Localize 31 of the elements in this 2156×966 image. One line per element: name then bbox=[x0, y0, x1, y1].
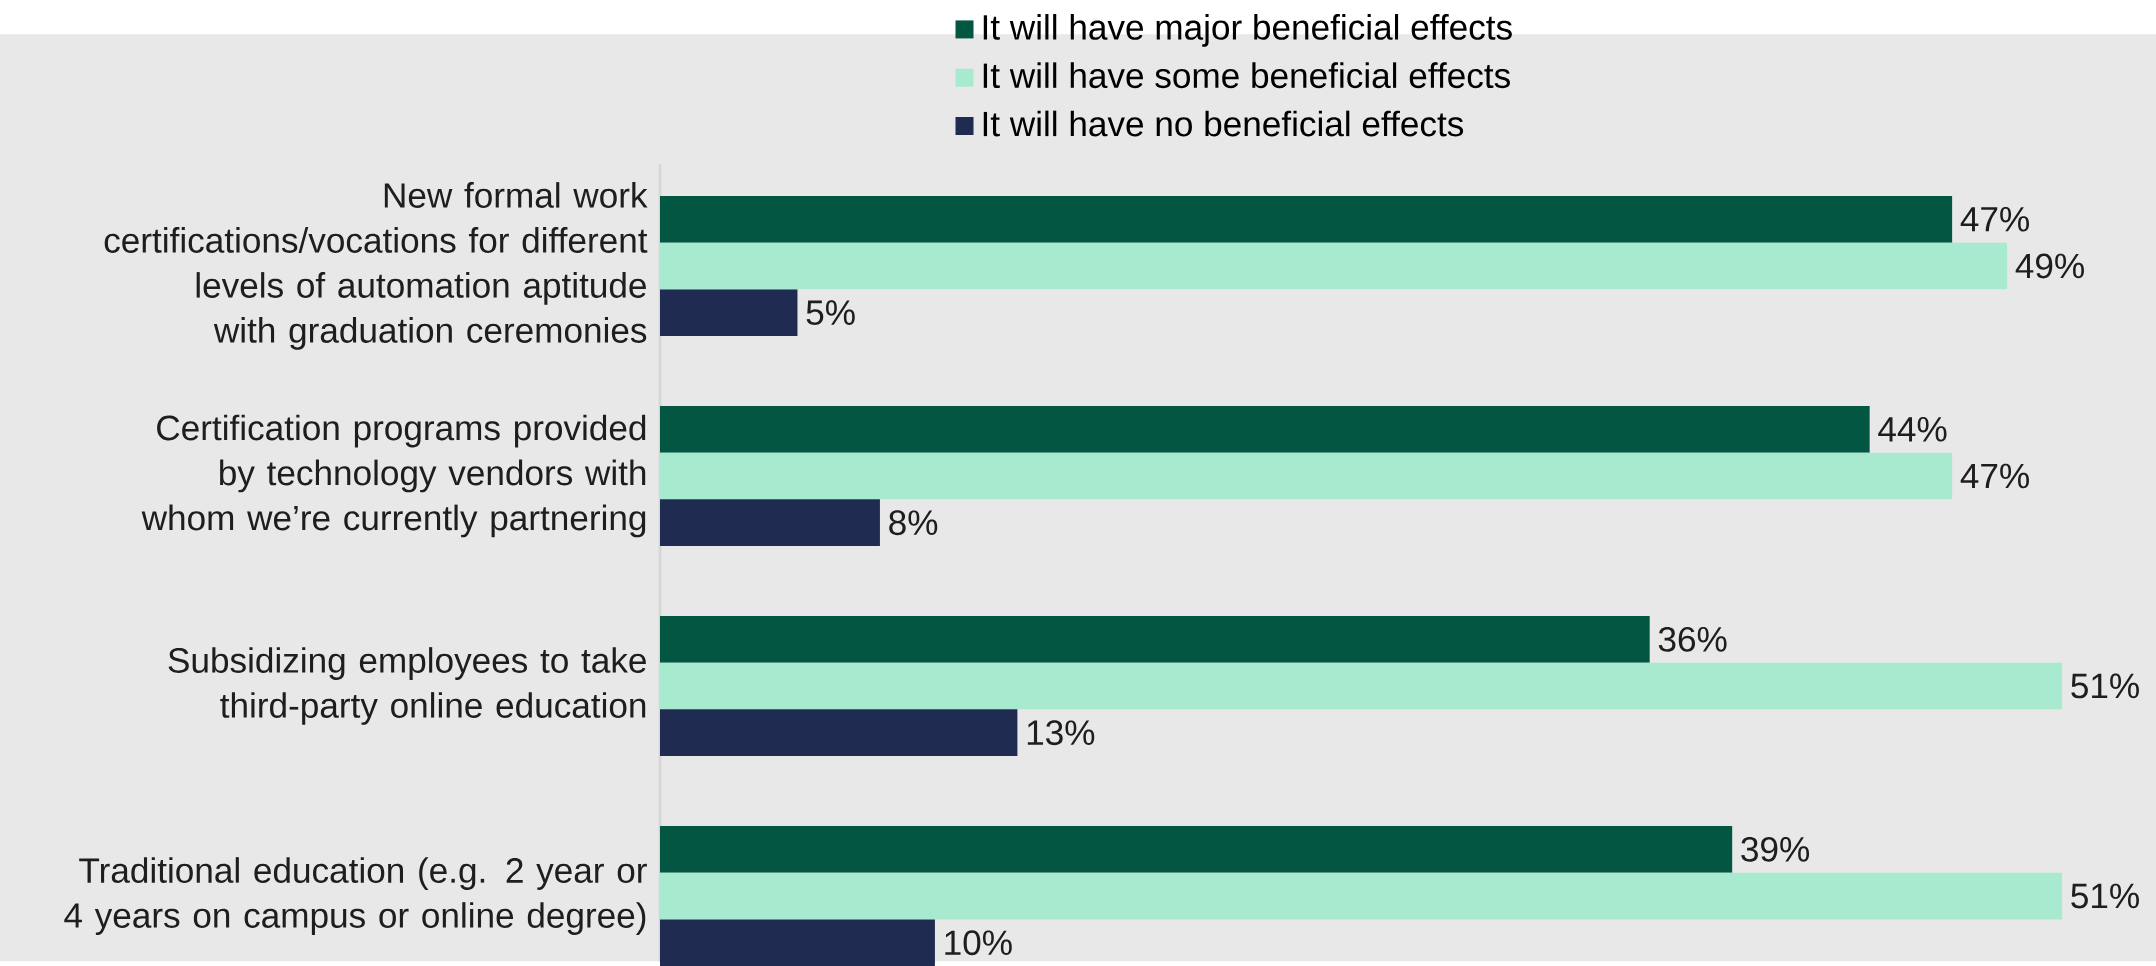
bar bbox=[660, 405, 1870, 453]
data-label: 49% bbox=[2015, 253, 2084, 279]
y-tick-label: New formal work certifications/vocations for different levels of automation aptitude with graduation ceremonies bbox=[104, 182, 648, 350]
bar bbox=[660, 872, 2063, 920]
data-label: 51% bbox=[2071, 673, 2139, 699]
data-label: 13% bbox=[1027, 720, 1095, 746]
bar bbox=[660, 195, 1953, 243]
data-label: 8% bbox=[889, 510, 938, 536]
bar bbox=[660, 242, 2008, 290]
legend-label: It will have no beneficial effects bbox=[983, 110, 1464, 137]
bar bbox=[660, 919, 935, 966]
data-label: 47% bbox=[1960, 206, 2029, 232]
data-label: 5% bbox=[806, 300, 855, 325]
legend-label: It will have major beneficial effects bbox=[983, 14, 1512, 47]
data-label: 10% bbox=[945, 930, 1012, 956]
legend-label: It will have some beneficial effects bbox=[983, 62, 1510, 89]
data-label: 36% bbox=[1658, 626, 1727, 652]
bar bbox=[660, 499, 880, 547]
bar bbox=[660, 662, 2063, 710]
y-tick-label: Traditional education (e.g. 2 year or 4 years on campus or online degree) bbox=[64, 857, 647, 935]
y-tick-label: Certification programs provided by technology vendors with whom we’re currently partnering bbox=[141, 414, 646, 538]
data-label: 47% bbox=[1960, 463, 2029, 489]
bar bbox=[660, 709, 1018, 757]
data-label: 51% bbox=[2071, 883, 2139, 909]
data-label: 44% bbox=[1878, 416, 1947, 442]
bar bbox=[660, 289, 798, 336]
bar bbox=[660, 615, 1650, 663]
bar bbox=[660, 825, 1733, 873]
y-tick-label: Subsidizing employees to take third-party online education bbox=[168, 647, 646, 725]
data-label: 39% bbox=[1741, 836, 1810, 862]
bar bbox=[660, 452, 1953, 500]
